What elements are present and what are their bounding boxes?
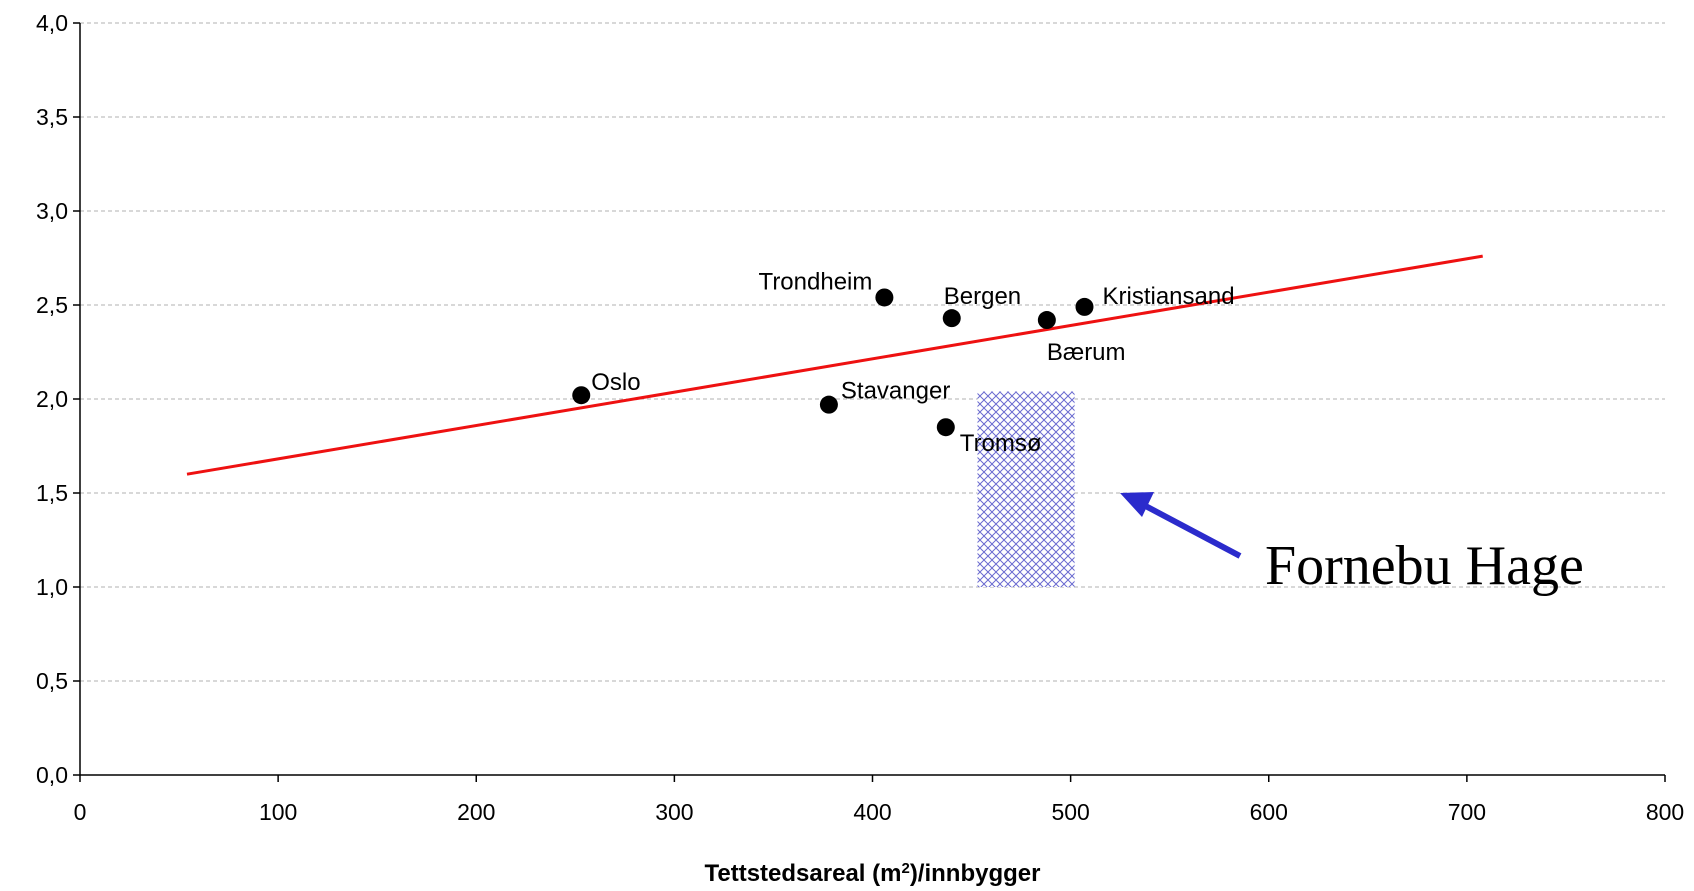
x-tick-label: 200 — [457, 799, 495, 825]
y-tick-label: 2,5 — [36, 292, 68, 318]
annotation-arrow — [1136, 499, 1242, 559]
point-label: Stavanger — [841, 378, 950, 405]
highlight-region — [977, 391, 1075, 587]
trendline — [186, 254, 1483, 476]
x-axis-title-rest: )/innbygger — [910, 860, 1041, 887]
x-tick-label: 700 — [1448, 799, 1486, 825]
annotation: Fornebu Hage — [1120, 492, 1584, 597]
x-axis-title-main: Tettstedsareal (m — [705, 860, 902, 887]
point-label: Bærum — [1047, 339, 1126, 366]
y-tick-label: 0,5 — [36, 668, 68, 694]
x-tick-label: 100 — [259, 799, 297, 825]
x-tick-label: 400 — [853, 799, 891, 825]
y-tick-labels: 0,0 0,5 1,0 1,5 2,0 2,5 3,0 3,5 4,0 — [36, 10, 68, 788]
y-tick-label: 3,5 — [36, 104, 68, 130]
point-label: Tromsø — [960, 430, 1042, 457]
data-point — [819, 395, 838, 414]
axes — [73, 22, 1666, 782]
x-tick-label: 500 — [1051, 799, 1089, 825]
point-labels: Oslo Stavanger Trondheim Tromsø Bergen Bærum K… — [591, 268, 1234, 457]
point-label: Bergen — [944, 283, 1021, 310]
y-tick-label: 1,5 — [36, 480, 68, 506]
data-point — [936, 418, 955, 437]
y-tick-label: 3,0 — [36, 198, 68, 224]
x-tick-labels: 0 100 200 300 400 500 600 700 800 — [74, 799, 1685, 825]
point-label: Oslo — [591, 369, 640, 396]
trendline-group — [186, 254, 1483, 476]
data-points — [572, 288, 1094, 437]
x-axis-title: Tettstedsareal (m2)/innbygger — [705, 860, 1041, 888]
data-point — [942, 309, 961, 328]
x-tick-label: 800 — [1646, 799, 1684, 825]
x-axis-title-sup: 2 — [901, 860, 909, 877]
data-point — [1075, 297, 1094, 316]
gridlines — [80, 22, 1665, 682]
point-label: Kristiansand — [1102, 283, 1234, 310]
y-tick-label: 2,0 — [36, 386, 68, 412]
x-tick-label: 0 — [74, 799, 87, 825]
annotation-arrowhead — [1120, 492, 1154, 517]
y-tick-label: 0,0 — [36, 762, 68, 788]
data-point — [875, 288, 894, 307]
y-tick-label: 4,0 — [36, 10, 68, 36]
data-point — [1037, 311, 1056, 330]
highlight-area — [977, 391, 1075, 587]
x-tick-label: 300 — [655, 799, 693, 825]
data-point — [572, 386, 591, 405]
x-tick-label: 600 — [1250, 799, 1288, 825]
point-label: Trondheim — [759, 268, 873, 295]
annotation-label: Fornebu Hage — [1265, 535, 1584, 597]
y-tick-label: 1,0 — [36, 574, 68, 600]
